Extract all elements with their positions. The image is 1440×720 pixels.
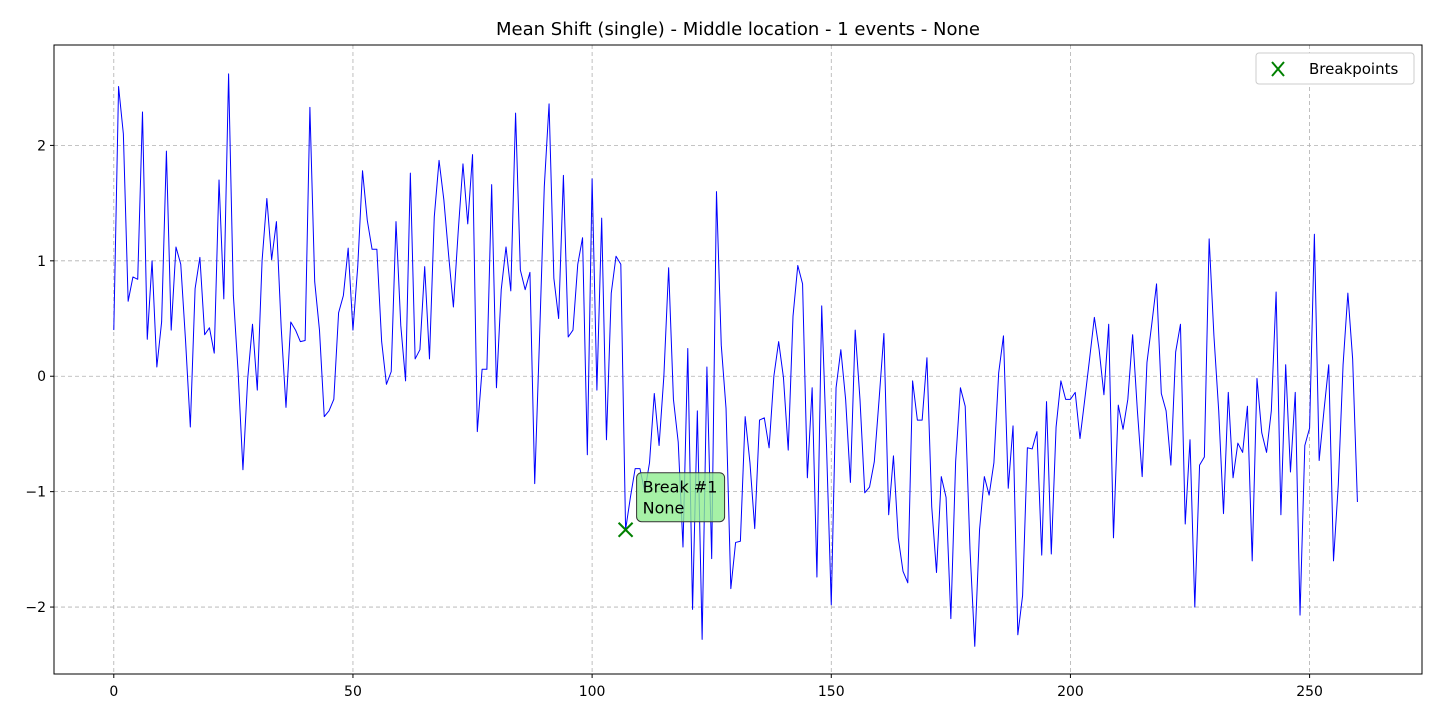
x-tick-label: 250 xyxy=(1296,684,1323,700)
y-tick-label: 1 xyxy=(37,254,46,270)
legend-x-marker-icon xyxy=(1271,61,1285,77)
grid-lines xyxy=(54,45,1422,674)
series-line xyxy=(113,73,1358,647)
x-tick-label: 50 xyxy=(344,684,362,700)
legend: Breakpoints xyxy=(1255,52,1415,85)
breakpoint-markers xyxy=(617,522,634,538)
y-tick-label: −2 xyxy=(25,600,46,616)
annotation-label-title: Break #1 xyxy=(643,478,718,497)
chart-title: Mean Shift (single) - Middle location - … xyxy=(496,19,980,40)
legend-box xyxy=(1255,52,1415,85)
breakpoint-x-marker xyxy=(617,522,634,538)
plot-frame xyxy=(53,44,1423,675)
y-tick-label: 2 xyxy=(37,138,46,154)
y-tick-label: −1 xyxy=(25,485,46,501)
legend-label: Breakpoints xyxy=(1309,60,1398,78)
x-tick-label: 0 xyxy=(109,684,118,700)
plot-area xyxy=(54,45,1422,674)
x-tick-label: 100 xyxy=(579,684,606,700)
x-tick-label: 150 xyxy=(818,684,845,700)
annotation-label-value: None xyxy=(643,499,685,518)
x-tick-label: 200 xyxy=(1057,684,1084,700)
axis-ticks: 0 50 100 150 200 250 −2 −1 0 1 2 xyxy=(25,138,1323,700)
annotation-group: Break #1 None xyxy=(636,472,726,523)
annotation-box xyxy=(636,472,726,523)
series-group xyxy=(113,73,1358,647)
y-tick-label: 0 xyxy=(37,369,46,385)
